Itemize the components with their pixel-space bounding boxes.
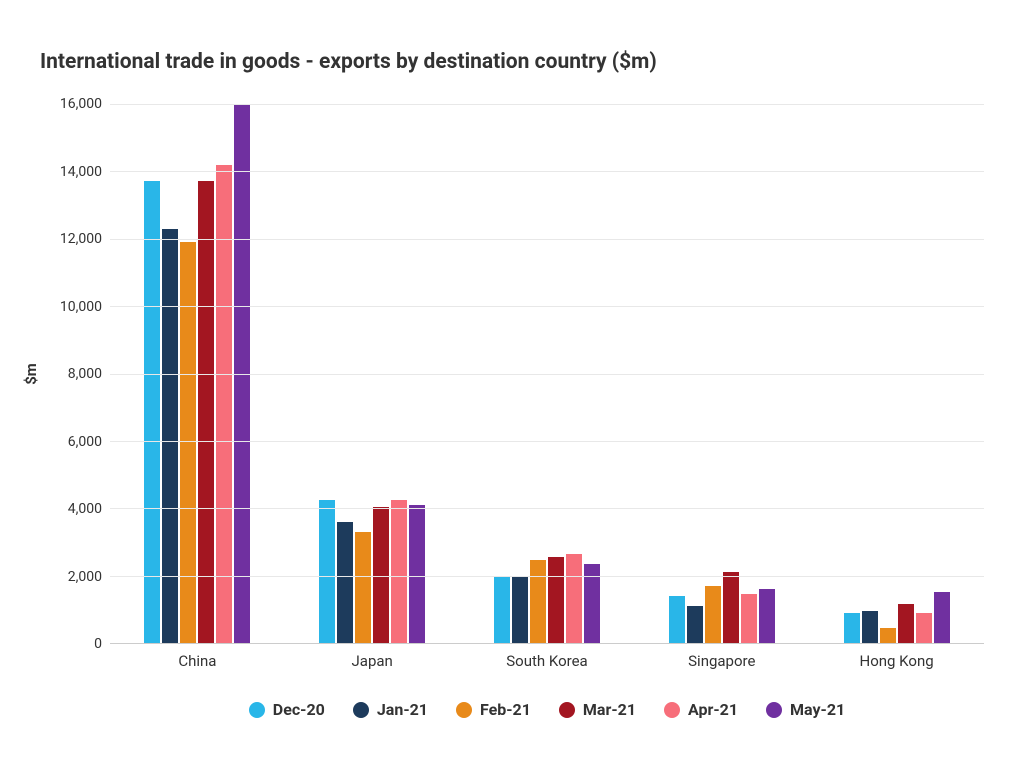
chart-container: International trade in goods - exports b… — [0, 0, 1024, 768]
legend-swatch — [353, 702, 369, 718]
x-tick-label: Singapore — [634, 652, 809, 670]
gridline — [110, 171, 984, 172]
legend-item: Mar-21 — [559, 700, 636, 719]
bar — [548, 557, 564, 643]
legend-label: Mar-21 — [583, 700, 636, 719]
y-ticks: 02,0004,0006,0008,00010,00012,00014,0001… — [40, 104, 110, 644]
legend-item: Feb-21 — [456, 700, 531, 719]
bar — [934, 592, 950, 643]
bar — [880, 628, 896, 643]
y-tick-label: 6,000 — [68, 434, 102, 450]
bar — [494, 576, 510, 643]
plot — [110, 104, 984, 644]
bar — [162, 229, 178, 643]
legend-label: Apr-21 — [688, 700, 738, 719]
x-tick-label: South Korea — [460, 652, 635, 670]
legend-swatch — [766, 702, 782, 718]
bar — [723, 572, 739, 643]
x-tick-label: Hong Kong — [809, 652, 984, 670]
bar — [391, 500, 407, 643]
legend-item: Apr-21 — [664, 700, 738, 719]
bar — [198, 181, 214, 643]
gridline — [110, 306, 984, 307]
x-axis-labels: ChinaJapanSouth KoreaSingaporeHong Kong — [110, 644, 984, 670]
legend-swatch — [456, 702, 472, 718]
bar — [512, 577, 528, 643]
bar — [741, 594, 757, 643]
bar — [180, 242, 196, 643]
bar — [687, 606, 703, 643]
bar — [844, 613, 860, 643]
y-axis: $m 02,0004,0006,0008,00010,00012,00014,0… — [40, 104, 110, 644]
chart-title: International trade in goods - exports b… — [40, 50, 984, 74]
legend-label: May-21 — [790, 700, 845, 719]
y-tick-label: 10,000 — [60, 299, 102, 315]
gridline — [110, 104, 984, 105]
bar — [916, 613, 932, 643]
bar — [759, 589, 775, 643]
bar — [355, 532, 371, 643]
bar — [530, 560, 546, 643]
legend-swatch — [664, 702, 680, 718]
x-tick-label: China — [110, 652, 285, 670]
legend-label: Feb-21 — [480, 700, 531, 719]
bar — [705, 586, 721, 643]
gridline — [110, 374, 984, 375]
legend-swatch — [249, 702, 265, 718]
plot-area: $m 02,0004,0006,0008,00010,00012,00014,0… — [40, 104, 984, 644]
bar — [669, 596, 685, 643]
bar — [862, 611, 878, 643]
y-tick-label: 16,000 — [60, 96, 102, 112]
legend-item: May-21 — [766, 700, 845, 719]
y-tick-label: 8,000 — [68, 366, 102, 382]
bar — [898, 604, 914, 643]
legend-label: Jan-21 — [377, 700, 428, 719]
legend-item: Jan-21 — [353, 700, 428, 719]
bar — [337, 522, 353, 643]
legend-label: Dec-20 — [273, 700, 325, 719]
y-tick-label: 14,000 — [60, 164, 102, 180]
gridline — [110, 508, 984, 509]
bar — [566, 554, 582, 643]
bar — [409, 505, 425, 643]
y-axis-label: $m — [22, 363, 40, 385]
gridline — [110, 441, 984, 442]
y-tick-label: 4,000 — [68, 501, 102, 517]
legend: Dec-20 Jan-21 Feb-21 Mar-21 Apr-21 May-21 — [110, 700, 984, 719]
gridline — [110, 239, 984, 240]
legend-swatch — [559, 702, 575, 718]
y-tick-label: 0 — [94, 636, 102, 652]
legend-item: Dec-20 — [249, 700, 325, 719]
bar — [319, 500, 335, 643]
gridline — [110, 576, 984, 577]
bar — [216, 165, 232, 643]
x-tick-label: Japan — [285, 652, 460, 670]
y-tick-label: 2,000 — [68, 569, 102, 585]
bar — [144, 181, 160, 643]
y-tick-label: 12,000 — [60, 231, 102, 247]
